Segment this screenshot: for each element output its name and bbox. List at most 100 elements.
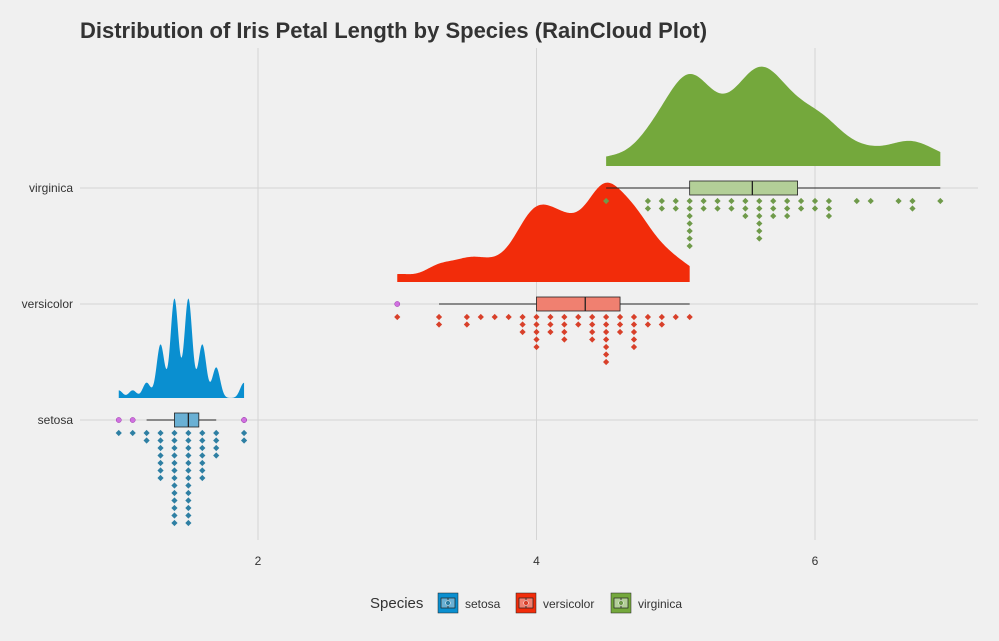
rain-point-setosa	[171, 512, 178, 519]
rain-point-setosa	[199, 437, 206, 444]
rain-point-versicolor	[630, 343, 638, 351]
rain-point-virginica	[770, 197, 777, 205]
rain-point-versicolor	[575, 321, 582, 328]
rain-point-setosa	[171, 489, 178, 497]
rain-point-virginica	[867, 197, 874, 205]
rain-point-setosa	[115, 429, 122, 437]
rain-point-virginica	[686, 227, 693, 235]
rain-point-versicolor	[547, 328, 554, 336]
y-tick-label-virginica: virginica	[29, 181, 73, 195]
rain-point-setosa	[171, 467, 178, 474]
rain-point-virginica	[797, 197, 805, 205]
rain-point-versicolor	[589, 321, 596, 328]
y-tick-label-versicolor: versicolor	[22, 297, 73, 311]
rain-point-setosa	[199, 467, 206, 474]
rain-point-virginica	[700, 205, 707, 212]
rain-point-virginica	[825, 205, 833, 212]
legend: Species setosa versicolor virginica	[370, 592, 682, 614]
rain-point-virginica	[756, 205, 763, 212]
rain-point-versicolor	[533, 328, 540, 336]
outlier-setosa	[115, 417, 122, 423]
x-tick-label: 2	[255, 554, 262, 568]
legend-label-versicolor: versicolor	[543, 597, 594, 611]
rain-point-virginica	[742, 205, 749, 212]
legend-point-virginica	[618, 600, 624, 606]
rain-point-setosa	[213, 452, 220, 459]
rain-point-virginica	[658, 197, 665, 205]
rain-point-versicolor	[616, 321, 624, 328]
rain-point-virginica	[686, 220, 693, 227]
rain-point-setosa	[157, 452, 164, 459]
rain-point-versicolor	[630, 313, 638, 321]
rain-point-virginica	[728, 197, 735, 205]
rain-point-setosa	[185, 504, 192, 512]
rain-point-setosa	[157, 429, 164, 437]
rain-point-setosa	[185, 512, 192, 519]
rain-point-versicolor	[519, 321, 526, 328]
rain-point-versicolor	[589, 336, 596, 343]
rain-point-setosa	[157, 474, 164, 482]
rain-point-versicolor	[533, 313, 540, 321]
rain-point-virginica	[686, 242, 693, 250]
rain-point-versicolor	[519, 313, 526, 321]
boxplots	[115, 180, 941, 428]
rain-point-virginica	[603, 197, 610, 205]
rain-point-versicolor	[603, 351, 610, 358]
rain-point-versicolor	[533, 321, 540, 328]
rain-point-setosa	[171, 474, 178, 482]
rain-point-virginica	[784, 205, 791, 212]
rain-point-versicolor	[603, 358, 610, 366]
rain-point-virginica	[825, 212, 833, 220]
rain-point-versicolor	[533, 343, 540, 351]
legend-title: Species	[370, 595, 423, 612]
x-tick-label: 6	[812, 554, 819, 568]
legend-label-setosa: setosa	[465, 597, 501, 611]
rain-point-virginica	[770, 205, 777, 212]
rain-point-setosa	[157, 467, 164, 474]
rain-point-versicolor	[575, 313, 582, 321]
rain-point-virginica	[756, 212, 763, 220]
legend-label-virginica: virginica	[638, 597, 682, 611]
box-versicolor	[536, 296, 621, 312]
outlier-versicolor	[394, 301, 401, 307]
density-setosa	[118, 298, 245, 398]
rain-point-setosa	[171, 482, 178, 489]
rain-point-setosa	[240, 437, 248, 444]
rain-point-setosa	[185, 474, 192, 482]
rain-point-virginica	[937, 197, 944, 205]
legend-key-virginica	[610, 592, 632, 614]
rain-point-virginica	[784, 212, 791, 220]
rain-point-setosa	[199, 452, 206, 459]
rain-point-virginica	[742, 197, 749, 205]
rain-point-virginica	[895, 197, 902, 205]
rain-point-setosa	[185, 429, 192, 437]
rain-point-versicolor	[435, 321, 443, 328]
rain-point-setosa	[171, 519, 178, 527]
rain-point-versicolor	[491, 313, 498, 321]
rain-point-virginica	[728, 205, 735, 212]
rain-point-versicolor	[561, 328, 568, 336]
rain-point-setosa	[157, 437, 164, 444]
legend-key-versicolor	[515, 592, 537, 614]
rain-point-setosa	[143, 437, 150, 444]
rain-point-setosa	[143, 429, 150, 437]
rain-points	[115, 197, 944, 527]
rain-point-virginica	[756, 220, 763, 227]
box-virginica	[689, 180, 798, 196]
rain-point-setosa	[199, 429, 206, 437]
rain-point-setosa	[185, 459, 192, 467]
rain-point-virginica	[825, 197, 833, 205]
density-clouds	[118, 66, 941, 398]
rain-point-versicolor	[644, 321, 651, 328]
rain-point-versicolor	[603, 343, 610, 351]
rain-point-virginica	[686, 197, 693, 205]
rain-point-versicolor	[561, 336, 568, 343]
rain-point-virginica	[756, 227, 763, 235]
density-versicolor	[397, 182, 690, 282]
rain-point-setosa	[185, 519, 192, 527]
density-virginica	[606, 66, 941, 166]
rain-point-versicolor	[463, 321, 470, 328]
rain-point-virginica	[672, 205, 679, 212]
